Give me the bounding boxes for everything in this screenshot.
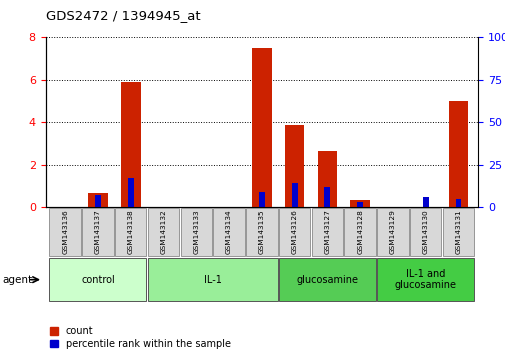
Bar <box>259 192 264 207</box>
Text: agent: agent <box>3 275 33 285</box>
Bar <box>180 208 212 256</box>
Text: GSM143127: GSM143127 <box>324 210 330 254</box>
Bar <box>278 208 310 256</box>
Bar <box>376 258 473 301</box>
Bar <box>409 208 440 256</box>
Text: GSM143137: GSM143137 <box>95 210 101 254</box>
Bar <box>88 193 108 207</box>
Bar <box>291 183 297 207</box>
Bar <box>49 258 146 301</box>
Bar <box>115 208 146 256</box>
Bar <box>95 195 100 207</box>
Bar <box>344 208 375 256</box>
Text: GSM143138: GSM143138 <box>127 210 133 254</box>
Bar <box>121 82 140 207</box>
Text: GSM143130: GSM143130 <box>422 210 428 254</box>
Bar <box>324 187 330 207</box>
Legend: count, percentile rank within the sample: count, percentile rank within the sample <box>50 326 230 349</box>
Bar <box>448 101 468 207</box>
Bar <box>278 258 375 301</box>
Bar <box>454 199 461 207</box>
Bar <box>376 208 408 256</box>
Text: GSM143128: GSM143128 <box>357 210 363 254</box>
Bar <box>357 202 363 207</box>
Bar <box>213 208 244 256</box>
Text: GSM143131: GSM143131 <box>454 210 461 254</box>
Bar <box>251 48 271 207</box>
Bar <box>311 208 342 256</box>
Text: control: control <box>81 275 115 285</box>
Text: IL-1: IL-1 <box>204 275 221 285</box>
Bar <box>284 125 304 207</box>
Bar <box>128 178 133 207</box>
Bar <box>49 208 81 256</box>
Text: GSM143132: GSM143132 <box>160 210 166 254</box>
Bar <box>422 197 428 207</box>
Text: GSM143136: GSM143136 <box>62 210 68 254</box>
Bar <box>82 208 114 256</box>
Text: glucosamine: glucosamine <box>296 275 358 285</box>
Text: GSM143129: GSM143129 <box>389 210 395 254</box>
Bar <box>147 258 277 301</box>
Bar <box>147 208 179 256</box>
Text: GSM143126: GSM143126 <box>291 210 297 254</box>
Bar <box>349 200 369 207</box>
Bar <box>245 208 277 256</box>
Bar <box>442 208 473 256</box>
Bar <box>317 151 336 207</box>
Text: GDS2472 / 1394945_at: GDS2472 / 1394945_at <box>45 9 200 22</box>
Text: GSM143133: GSM143133 <box>193 210 199 254</box>
Text: GSM143134: GSM143134 <box>226 210 232 254</box>
Text: GSM143135: GSM143135 <box>259 210 264 254</box>
Text: IL-1 and
glucosamine: IL-1 and glucosamine <box>394 269 456 291</box>
